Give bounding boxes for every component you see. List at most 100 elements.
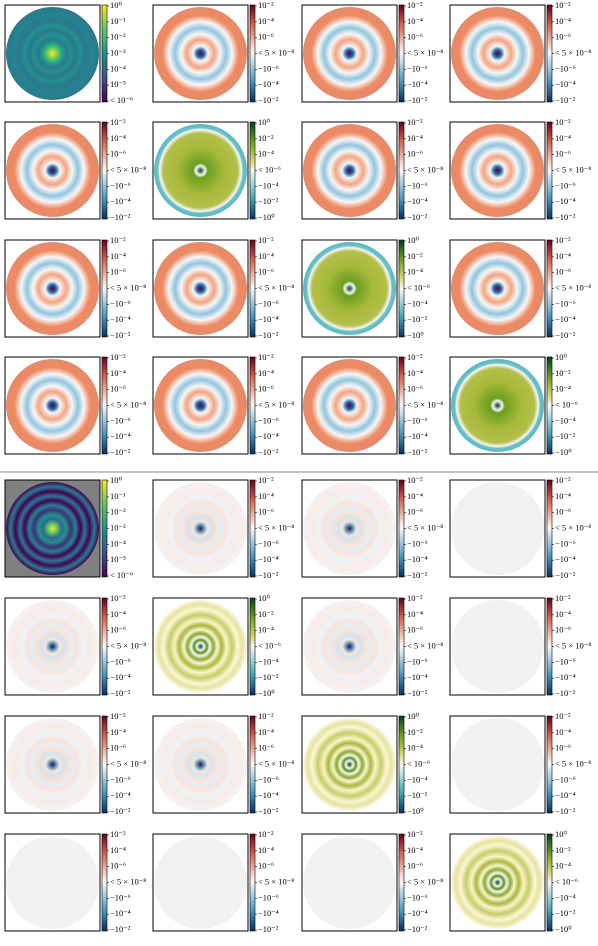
colorbar-label: −10⁻⁴	[407, 774, 428, 784]
colorbar-label: < 5 × 10⁻⁸	[555, 47, 591, 57]
colorbar	[398, 4, 405, 103]
field-image	[303, 718, 396, 811]
colorbar-label: 10⁻²	[258, 609, 274, 619]
colorbar	[101, 597, 108, 696]
colorbar-label: −10⁻⁴	[407, 908, 428, 918]
colorbar-label: −10⁻⁴	[110, 431, 131, 441]
colorbar-label: −10⁻⁴	[110, 196, 131, 206]
colorbar	[249, 239, 256, 338]
colorbar-label: −10⁻²	[258, 330, 279, 340]
colorbar-label: −10⁻⁴	[258, 554, 279, 564]
colorbar-label: 10⁻⁶	[555, 743, 571, 753]
field-image	[6, 482, 99, 575]
colorbar-label: 10⁻²	[555, 0, 571, 10]
field-image	[303, 242, 396, 335]
colorbar-label: 10⁻²	[407, 593, 423, 603]
colorbar-label: 10⁻⁴	[110, 538, 126, 548]
colorbar-label: 10⁻⁶	[555, 625, 571, 635]
colorbar-label: −10⁻²	[258, 196, 279, 206]
panel-border	[301, 833, 398, 932]
colorbar-label: −10⁰	[407, 330, 424, 340]
colorbar-label: 10⁻⁴	[555, 727, 571, 737]
colorbar-label: −10⁻⁶	[110, 180, 131, 190]
colorbar	[398, 239, 405, 338]
colorbar-label: −10⁻²	[407, 688, 428, 698]
colorbar-label: 10⁻⁴	[258, 251, 274, 261]
colorbar-label: 10⁻⁴	[407, 133, 423, 143]
colorbar-label: < 10⁻⁶	[555, 876, 578, 886]
panel-border	[301, 356, 398, 455]
colorbar-label: < 5 × 10⁻⁸	[110, 876, 146, 886]
colorbar-label: 10⁻⁴	[258, 491, 274, 501]
colorbar	[546, 715, 553, 814]
field-image	[154, 7, 247, 100]
colorbar-label: 10⁻⁶	[110, 384, 126, 394]
colorbar	[249, 597, 256, 696]
panel-border	[152, 479, 249, 578]
colorbar-label: 10⁻⁴	[110, 845, 126, 855]
colorbar-label: −10⁻²	[407, 212, 428, 222]
colorbar-label: −10⁻⁶	[407, 63, 428, 73]
colorbar-label: 10⁰	[555, 352, 568, 362]
colorbar-label: 10⁻²	[258, 829, 274, 839]
colorbar-label: −10⁻²	[407, 447, 428, 457]
panel-border	[449, 239, 546, 338]
panel-border	[301, 479, 398, 578]
colorbar-label: −10⁻⁶	[407, 892, 428, 902]
colorbar-label: < 5 × 10⁻⁸	[258, 47, 294, 57]
colorbar-label: −10⁻⁶	[407, 656, 428, 666]
colorbar-label: 10⁻⁶	[407, 861, 423, 871]
colorbar-label: −10⁻⁴	[258, 431, 279, 441]
panel-border	[152, 239, 249, 338]
colorbar	[398, 833, 405, 932]
colorbar-label: −10⁻⁴	[555, 892, 576, 902]
colorbar-label: −10⁻⁶	[110, 415, 131, 425]
field-image	[154, 836, 247, 929]
colorbar-label: < 10⁻⁶	[258, 164, 281, 174]
colorbar-label: 10⁻⁴	[407, 267, 423, 277]
colorbar-label: 10⁻⁴	[555, 861, 571, 871]
colorbar	[101, 239, 108, 338]
panel-border	[4, 479, 101, 578]
colorbar-label: 10⁻²	[110, 235, 126, 245]
colorbar-label: −10⁻⁶	[110, 774, 131, 784]
colorbar	[546, 356, 553, 455]
colorbar-label: −10⁻⁴	[258, 790, 279, 800]
colorbar-label: 10⁰	[110, 475, 123, 485]
colorbar-label: < 5 × 10⁻⁸	[407, 522, 443, 532]
field-image	[6, 718, 99, 811]
colorbar-label: < 5 × 10⁻⁸	[258, 282, 294, 292]
colorbar-label: −10⁻⁴	[555, 554, 576, 564]
colorbar-label: −10⁻⁶	[407, 415, 428, 425]
colorbar-label: 10⁻⁶	[258, 743, 274, 753]
colorbar-label: < 10⁻⁶	[110, 570, 133, 580]
colorbar-label: 10⁻²	[258, 475, 274, 485]
colorbar-label: −10⁻⁴	[555, 314, 576, 324]
colorbar-label: −10⁻⁶	[258, 774, 279, 784]
colorbar-label: 10⁻⁶	[555, 507, 571, 517]
colorbar	[546, 121, 553, 220]
colorbar-label: −10⁻²	[555, 570, 576, 580]
colorbar-label: −10⁰	[555, 924, 572, 934]
colorbar-label: < 5 × 10⁻⁸	[110, 164, 146, 174]
colorbar	[546, 833, 553, 932]
colorbar-label: −10⁻⁶	[258, 415, 279, 425]
panel-border	[301, 715, 398, 814]
colorbar-label: −10⁻⁶	[110, 656, 131, 666]
colorbar-label: 10⁻²	[555, 593, 571, 603]
colorbar	[101, 833, 108, 932]
colorbar-label: 10⁻³	[110, 47, 126, 57]
colorbar-label: −10⁻⁶	[555, 774, 576, 784]
colorbar-label: 10⁻⁶	[407, 384, 423, 394]
panel-border	[152, 121, 249, 220]
colorbar-label: < 5 × 10⁻⁸	[555, 164, 591, 174]
colorbar-label: −10⁻⁶	[407, 538, 428, 548]
colorbar-label: 10⁻⁶	[110, 743, 126, 753]
colorbar-label: −10⁻²	[258, 447, 279, 457]
colorbar-label: < 10⁻⁶	[407, 758, 430, 768]
colorbar-label: −10⁻⁶	[258, 63, 279, 73]
colorbar-label: −10⁻⁶	[110, 298, 131, 308]
colorbar-label: 10⁻²	[258, 0, 274, 10]
panel-border	[301, 597, 398, 696]
